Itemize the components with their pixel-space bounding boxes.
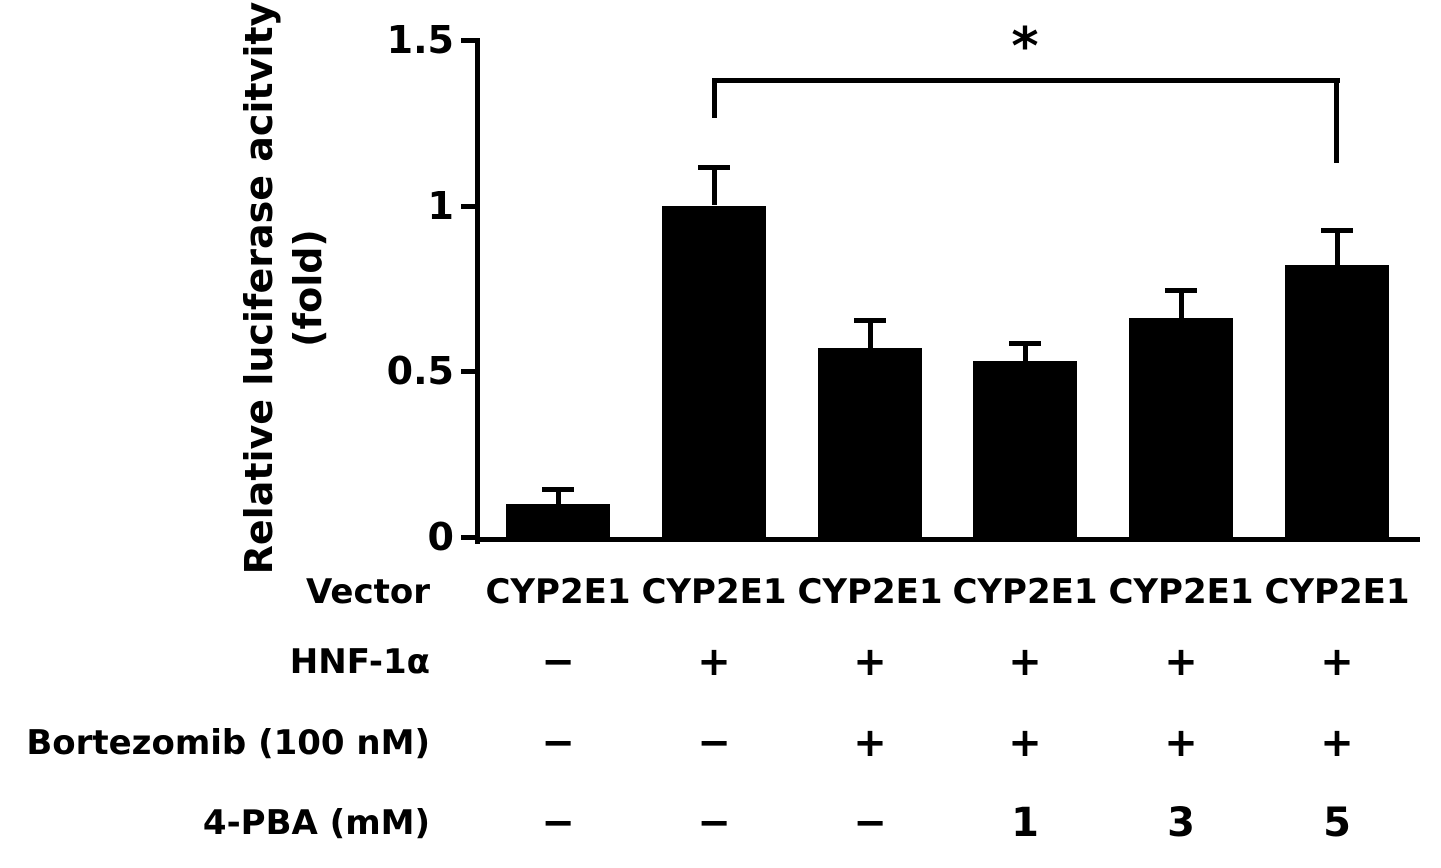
error-bar-cap <box>854 318 886 323</box>
condition-value: − <box>697 720 731 766</box>
condition-value: − <box>541 720 575 766</box>
condition-value: CYP2E1 <box>797 572 943 612</box>
condition-value: − <box>541 800 575 846</box>
y-axis-title: Relative luciferase acitvity (fold) <box>235 0 345 578</box>
error-bar-stem <box>556 491 561 504</box>
condition-row-header: 4-PBA (mM) <box>202 803 430 843</box>
condition-value: − <box>541 639 575 685</box>
y-tick-mark <box>461 38 475 43</box>
condition-value: + <box>1008 639 1042 685</box>
condition-value: + <box>1164 639 1198 685</box>
error-bar-stem <box>868 322 873 349</box>
condition-row-header: Bortezomib (100 nM) <box>26 723 430 763</box>
significance-star: * <box>1011 17 1039 77</box>
significance-bracket-left <box>712 78 717 118</box>
condition-value: 5 <box>1323 800 1351 846</box>
error-bar-cap <box>698 165 730 170</box>
condition-value: − <box>697 800 731 846</box>
condition-value: CYP2E1 <box>641 572 787 612</box>
condition-value: 3 <box>1167 800 1195 846</box>
bar <box>1285 265 1389 537</box>
y-tick-label: 1 <box>427 184 454 228</box>
y-axis-title-line1: Relative luciferase acitvity <box>237 1 281 575</box>
y-tick-label: 0.5 <box>386 349 454 393</box>
error-bar-stem <box>1179 292 1184 319</box>
error-bar-stem <box>1023 345 1028 362</box>
y-tick-mark <box>461 535 475 540</box>
significance-bracket-right <box>1334 78 1339 163</box>
y-axis-line <box>475 38 480 544</box>
condition-value: + <box>853 639 887 685</box>
condition-row-header: Vector <box>305 572 430 612</box>
condition-value: CYP2E1 <box>1108 572 1254 612</box>
condition-row-header: HNF-1α <box>289 642 430 682</box>
condition-value: + <box>1164 720 1198 766</box>
y-tick-label: 1.5 <box>386 18 454 62</box>
condition-value: + <box>1320 639 1354 685</box>
condition-value: CYP2E1 <box>1264 572 1410 612</box>
condition-value: CYP2E1 <box>485 572 631 612</box>
error-bar-cap <box>1165 288 1197 293</box>
condition-value: + <box>853 720 887 766</box>
condition-value: − <box>853 800 887 846</box>
condition-value: 1 <box>1011 800 1039 846</box>
condition-value: + <box>1320 720 1354 766</box>
x-axis-line <box>475 537 1420 542</box>
condition-value: + <box>697 639 731 685</box>
error-bar-stem <box>712 169 717 205</box>
condition-value: CYP2E1 <box>952 572 1098 612</box>
bar <box>1129 318 1233 537</box>
y-axis-title-line2: (fold) <box>285 229 330 347</box>
condition-value: + <box>1008 720 1042 766</box>
error-bar-cap <box>542 487 574 492</box>
error-bar-cap <box>1009 341 1041 346</box>
error-bar-stem <box>1335 232 1340 265</box>
y-tick-label: 0 <box>427 515 454 559</box>
bar <box>818 348 922 537</box>
y-tick-mark <box>461 369 475 374</box>
bar <box>662 206 766 537</box>
bar <box>973 361 1077 537</box>
error-bar-cap <box>1321 228 1353 233</box>
y-tick-mark <box>461 204 475 209</box>
significance-bracket-top <box>712 78 1340 83</box>
bar <box>506 504 610 537</box>
